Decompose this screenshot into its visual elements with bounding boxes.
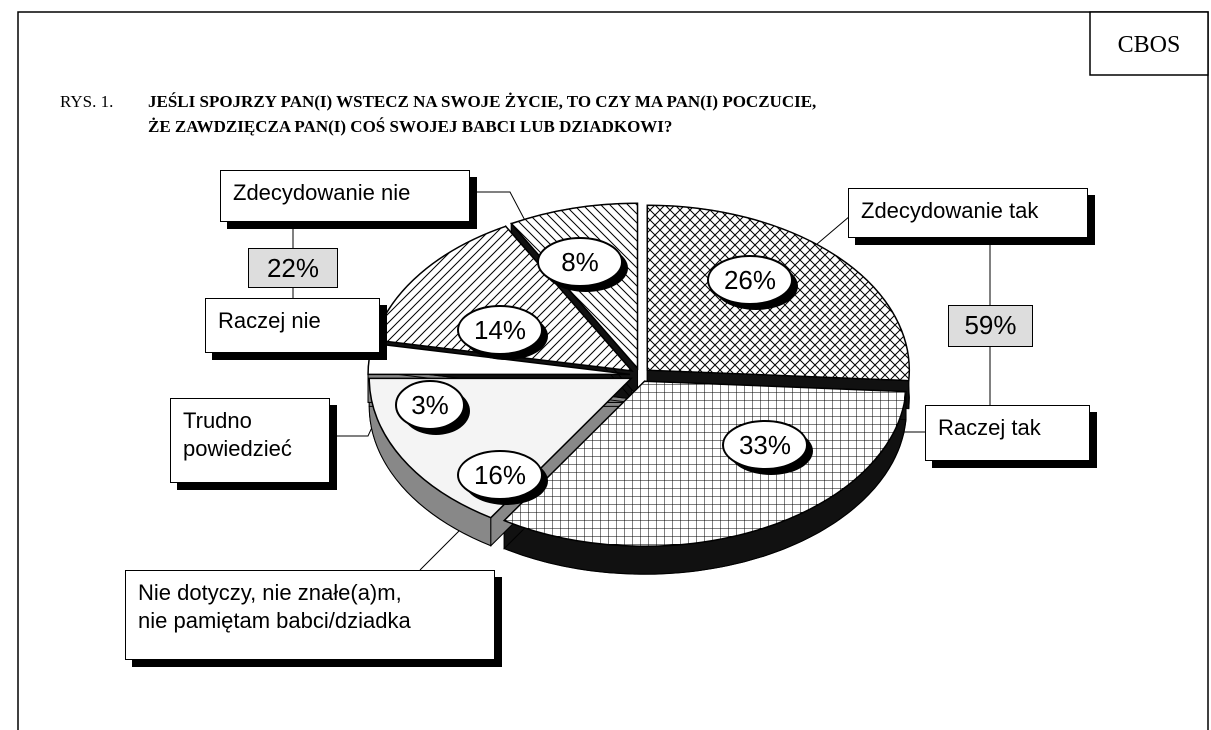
category-label: Zdecydowanie tak <box>848 188 1088 238</box>
category-label: Raczej nie <box>205 298 380 353</box>
header-box <box>1089 11 1209 76</box>
bubble <box>457 450 543 500</box>
value-label: 3% <box>411 390 449 420</box>
bubble <box>537 237 623 287</box>
category-label: Raczej tak <box>925 405 1090 461</box>
value-label: 33% <box>739 430 791 460</box>
group-total: 22% <box>248 248 338 288</box>
category-label: Trudno powiedzieć <box>170 398 330 483</box>
figure-label: RYS. 1. <box>60 92 114 111</box>
slice <box>502 380 907 547</box>
title-line: JEŚLI SPOJRZY PAN(I) WSTECZ NA SWOJE ŻYC… <box>148 92 817 111</box>
value-label: 8% <box>561 247 599 277</box>
bubble <box>722 420 808 470</box>
category-label: Zdecydowanie nie <box>220 170 470 222</box>
value-label: 14% <box>474 315 526 345</box>
bubble <box>457 305 543 355</box>
bubble <box>395 380 465 430</box>
bubble <box>707 255 793 305</box>
value-label: 26% <box>724 265 776 295</box>
value-label: 16% <box>474 460 526 490</box>
header: CBOS <box>1118 32 1181 58</box>
category-label: Nie dotyczy, nie znałe(a)m, nie pamiętam… <box>125 570 495 660</box>
title-line: ŻE ZAWDZIĘCZA PAN(I) COŚ SWOJEJ BABCI LU… <box>148 117 673 136</box>
group-total: 59% <box>948 305 1033 347</box>
frame <box>17 11 1209 730</box>
value-labels: 26% 33% 16% 3% 14% 8% <box>395 237 813 505</box>
